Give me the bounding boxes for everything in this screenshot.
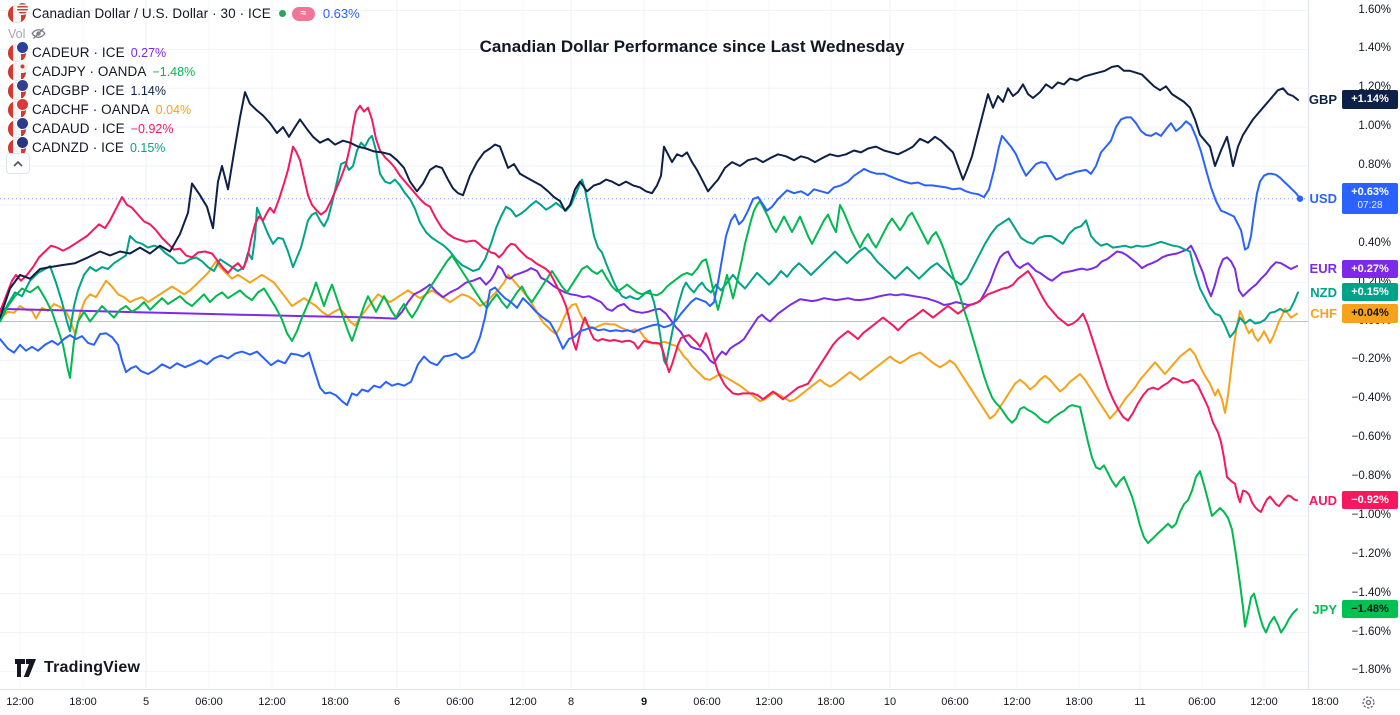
price-label-eur: EUR +0.27% (1310, 259, 1398, 279)
legend-value: 1.14% (130, 83, 166, 98)
price-label-aud: AUD −0.92% (1309, 490, 1398, 510)
series-line-chf (0, 260, 1298, 420)
price-axis-label: 1.00% (1358, 120, 1391, 133)
gear-icon[interactable] (1361, 695, 1376, 715)
symbol-title: Canadian Dollar / U.S. Dollar · 30 · ICE (32, 6, 271, 21)
legend-item-cadjpy[interactable]: CADJPY · OANDA −1.48% (8, 59, 360, 81)
price-axis-label: 1.20% (1358, 81, 1391, 94)
series-line-gbp (0, 64, 1299, 319)
approx-badge-icon: ≈ (291, 6, 315, 21)
time-axis-label: 10 (883, 696, 897, 708)
time-axis-label: 18:00 (1311, 696, 1339, 708)
cadaud-flag-icon (8, 116, 29, 138)
legend-value: −0.92% (130, 121, 174, 136)
price-axis-label: −1.80% (1351, 664, 1391, 677)
legend-item-cadnzd[interactable]: CADNZD · ICE 0.15% (8, 135, 360, 157)
time-axis-label: 11 (1134, 696, 1146, 708)
tradingview-logo-text: TradingView (44, 659, 141, 676)
price-axis-label: −0.60% (1351, 431, 1391, 444)
time-axis-label: 18:00 (69, 696, 97, 708)
legend-symbol: CADNZD · ICE (32, 140, 124, 155)
time-axis-label: 12:00 (6, 696, 34, 708)
legend-value: 0.27% (130, 45, 167, 60)
cadnzd-flag-icon (8, 135, 29, 157)
price-axis-label: −1.00% (1351, 508, 1391, 521)
cadchf-flag-icon (8, 97, 29, 119)
legend-item-cadchf[interactable]: CADCHF · OANDA 0.04% (8, 97, 360, 119)
series-line-eur (0, 244, 1298, 365)
tradingview-logo[interactable]: TradingView (14, 658, 140, 678)
legend-value: −1.48% (152, 64, 196, 79)
legend-symbol: CADEUR · ICE (32, 45, 125, 60)
legend-item-cadgbp[interactable]: CADGBP · ICE 1.14% (8, 78, 360, 100)
symbol-change: 0.63% (322, 6, 360, 21)
price-axis[interactable]: 1.60%1.40%1.20%1.00%0.80%0.60%0.40%0.20%… (1308, 0, 1400, 690)
time-axis-label: 9 (640, 696, 648, 708)
time-axis-label: 6 (393, 696, 401, 708)
time-axis-label: 12:00 (509, 696, 537, 708)
time-axis-label: 8 (567, 696, 575, 708)
price-label-gbp: GBP +1.14% (1309, 90, 1398, 110)
cadusd-flag-icon (8, 1, 29, 23)
volume-label: Vol (8, 26, 26, 41)
legend-symbol: CADGBP · ICE (32, 83, 125, 98)
price-axis-label: 1.40% (1358, 42, 1391, 55)
price-label-usd: USD +0.63% 07:28 (1310, 183, 1398, 215)
price-label-jpy: JPY −1.48% (1312, 599, 1398, 619)
cadjpy-flag-icon (8, 59, 29, 81)
time-axis-label: 12:00 (755, 696, 783, 708)
price-axis-label: 0.40% (1358, 236, 1391, 249)
time-axis-label: 12:00 (1250, 696, 1278, 708)
price-axis-label: −0.40% (1351, 392, 1391, 405)
usd-last-point-dot (1296, 195, 1304, 202)
price-axis-label: −1.60% (1351, 625, 1391, 638)
time-axis-label: 06:00 (446, 696, 474, 708)
legend-symbol: CADCHF · OANDA (32, 102, 150, 117)
price-label-chf: CHF +0.04% (1310, 304, 1398, 323)
price-axis-label: −0.20% (1351, 353, 1391, 366)
legend: Canadian Dollar / U.S. Dollar · 30 · ICE… (8, 1, 360, 157)
price-axis-label: 0.80% (1358, 159, 1391, 171)
time-axis-label: 18:00 (321, 696, 349, 708)
series-line-aud (0, 104, 1298, 513)
time-axis-label: 06:00 (1188, 696, 1216, 708)
legend-item-cadeur[interactable]: CADEUR · ICE 0.27% (8, 40, 360, 62)
price-axis-label: −0.80% (1351, 470, 1391, 483)
series-line-jpy (0, 200, 1298, 634)
legend-item-cadaud[interactable]: CADAUD · ICE −0.92% (8, 116, 360, 138)
price-axis-label: 1.60% (1358, 3, 1391, 16)
symbol-row[interactable]: Canadian Dollar / U.S. Dollar · 30 · ICE… (8, 1, 360, 24)
legend-symbol: CADJPY · OANDA (32, 64, 147, 79)
series-line-usd (0, 116, 1301, 407)
price-label-nzd: NZD +0.15% (1310, 282, 1398, 302)
chart-title: Canadian Dollar Performance since Last W… (479, 37, 905, 56)
time-axis-label: 18:00 (1065, 696, 1093, 708)
tradingview-logo-icon (15, 659, 36, 677)
legend-value: 0.15% (129, 140, 166, 155)
legend-collapse-button[interactable] (6, 153, 30, 174)
market-status-dot-icon (278, 10, 286, 17)
time-axis-label: 06:00 (693, 696, 721, 708)
time-axis-label: 5 (142, 696, 150, 708)
volume-row[interactable]: Vol (8, 24, 360, 43)
price-axis-label: −1.40% (1351, 586, 1391, 599)
legend-value: 0.04% (155, 102, 192, 117)
cadeur-flag-icon (8, 40, 29, 62)
legend-symbol: CADAUD · ICE (32, 121, 125, 136)
time-axis-label: 12:00 (1003, 696, 1031, 708)
eye-off-icon[interactable] (31, 26, 46, 41)
price-axis-label: −1.20% (1351, 547, 1391, 560)
series-line-nzd (0, 134, 1299, 366)
time-axis-label: 18:00 (817, 696, 845, 708)
time-axis-label: 06:00 (195, 696, 223, 708)
cadgbp-flag-icon (8, 78, 29, 100)
time-axis[interactable]: 12:00 18:00 5 06:00 12:00 18:00 6 06:00 12:00 8 9 0… (0, 689, 1400, 715)
time-axis-label: 12:00 (258, 696, 286, 708)
time-axis-label: 06:00 (941, 696, 969, 708)
